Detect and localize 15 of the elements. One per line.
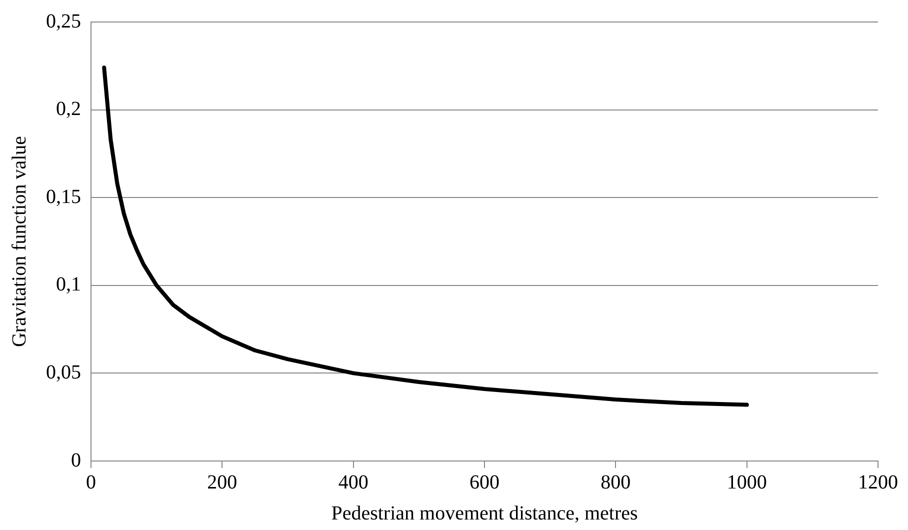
y-axis-title: Gravitation function value [8,136,30,348]
y-tick-label: 0,2 [56,98,81,120]
y-tick-label: 0,25 [46,10,81,32]
x-tick-label: 200 [207,471,238,494]
x-axis-title: Pedestrian movement distance, metres [331,502,638,524]
y-tick-label: 0,15 [46,186,81,208]
x-tick-label: 1200 [858,471,898,494]
y-tick-label: 0 [71,449,81,472]
x-tick-label: 800 [600,471,631,494]
x-tick-label: 600 [470,471,500,494]
y-tick-label: 0,05 [46,361,81,384]
y-tick-label: 0,1 [56,274,81,296]
x-tick-label: 1000 [726,471,767,494]
x-tick-label: 0 [86,471,96,494]
x-tick-label: 400 [338,471,368,494]
